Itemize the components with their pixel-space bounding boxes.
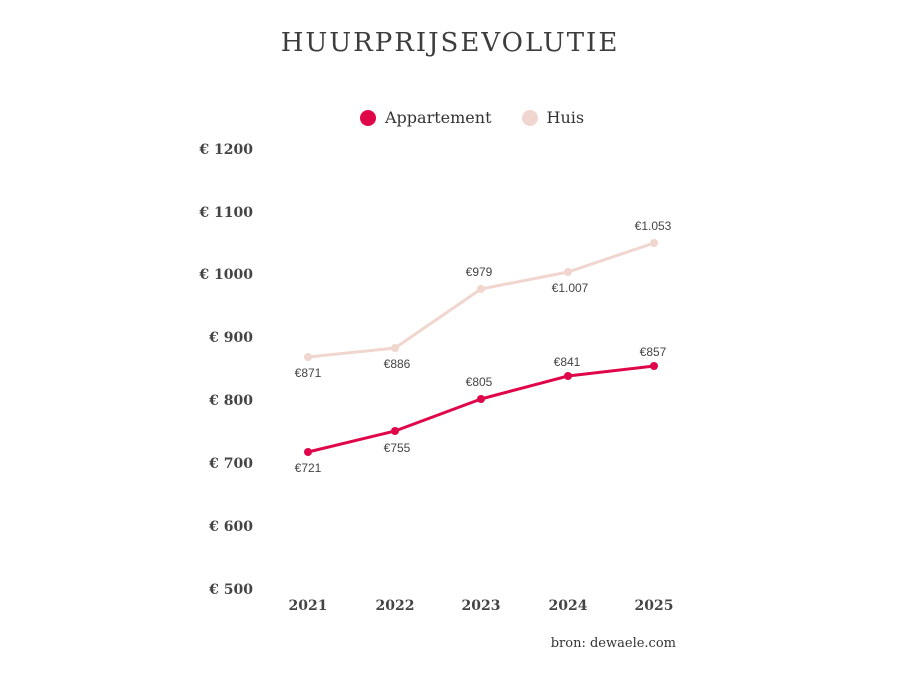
data-point[interactable]	[650, 362, 658, 370]
data-point[interactable]	[650, 239, 658, 247]
y-tick: € 900	[209, 330, 253, 346]
data-label: €721	[295, 461, 322, 475]
y-tick: € 1200	[199, 142, 253, 158]
chart-title: HUURPRIJSEVOLUTIE	[280, 28, 620, 58]
series-appartement: €721 €755 €805 €841 €857	[295, 345, 667, 475]
data-label: €1.053	[635, 219, 672, 233]
data-point[interactable]	[564, 268, 572, 276]
legend-label-appartement: Appartement	[385, 108, 492, 127]
x-tick: 2025	[634, 598, 674, 614]
series-huis: €871 €886 €979 €1.007 €1.053	[295, 219, 672, 380]
data-label: €755	[384, 441, 411, 455]
data-label: €871	[295, 366, 322, 380]
data-label: €805	[466, 375, 493, 389]
data-label: €857	[640, 345, 667, 359]
y-tick: € 700	[209, 456, 253, 472]
data-point[interactable]	[477, 285, 485, 293]
x-tick: 2021	[288, 598, 328, 614]
source-note: bron: dewaele.com	[550, 636, 676, 651]
y-tick: € 1100	[199, 205, 253, 221]
y-tick: € 600	[209, 519, 253, 535]
data-label: €979	[466, 265, 493, 279]
data-point[interactable]	[391, 427, 399, 435]
legend-item-huis[interactable]: Huis	[521, 108, 585, 127]
legend-item-appartement[interactable]: Appartement	[360, 108, 492, 127]
data-point[interactable]	[391, 344, 399, 352]
legend: Appartement Huis	[360, 108, 614, 127]
legend-label-huis: Huis	[546, 108, 585, 127]
data-point[interactable]	[304, 353, 312, 361]
data-label: €1.007	[552, 281, 589, 295]
legend-dot-huis-icon	[521, 109, 538, 126]
x-tick: 2023	[461, 598, 501, 614]
legend-dot-appartement-icon	[360, 109, 376, 126]
y-tick: € 500	[209, 582, 253, 598]
data-label: €841	[554, 355, 581, 369]
data-point[interactable]	[304, 448, 312, 456]
y-tick: € 1000	[199, 267, 253, 283]
data-point[interactable]	[564, 372, 572, 380]
data-label: €886	[384, 357, 411, 371]
data-point[interactable]	[477, 395, 485, 403]
x-tick: 2022	[375, 598, 415, 614]
y-tick: € 800	[209, 393, 253, 409]
x-tick: 2024	[548, 598, 588, 614]
